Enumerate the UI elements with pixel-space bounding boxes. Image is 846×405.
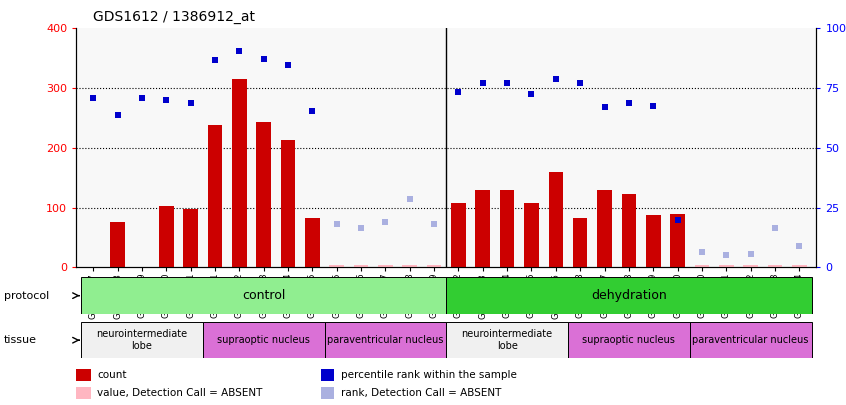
- Bar: [548, 172, 563, 267]
- Bar: [426, 265, 442, 267]
- Text: supraoptic nucleus: supraoptic nucleus: [582, 335, 675, 345]
- Bar: [184, 209, 198, 267]
- Text: tissue: tissue: [4, 335, 37, 345]
- Text: neurointermediate
lobe: neurointermediate lobe: [96, 329, 188, 351]
- Bar: [159, 206, 173, 267]
- Bar: [447, 322, 568, 358]
- Bar: [622, 194, 636, 267]
- Bar: [256, 122, 271, 267]
- Text: count: count: [97, 370, 127, 379]
- Bar: [695, 265, 709, 267]
- Bar: [207, 125, 222, 267]
- Text: percentile rank within the sample: percentile rank within the sample: [341, 370, 517, 379]
- Bar: [767, 265, 783, 267]
- Bar: [329, 265, 344, 267]
- Text: control: control: [242, 289, 285, 302]
- Bar: [744, 265, 758, 267]
- Bar: [568, 322, 689, 358]
- Text: supraoptic nucleus: supraoptic nucleus: [217, 335, 310, 345]
- Bar: [403, 265, 417, 267]
- Text: GDS1612 / 1386912_at: GDS1612 / 1386912_at: [93, 10, 255, 24]
- Bar: [281, 140, 295, 267]
- Text: paraventricular nucleus: paraventricular nucleus: [327, 335, 443, 345]
- Bar: [81, 277, 447, 314]
- Bar: [719, 265, 733, 267]
- Bar: [325, 322, 447, 358]
- Bar: [792, 265, 806, 267]
- Bar: [81, 322, 203, 358]
- Bar: [354, 265, 368, 267]
- Bar: [451, 203, 466, 267]
- Bar: [500, 190, 514, 267]
- Bar: [646, 215, 661, 267]
- Bar: [475, 190, 490, 267]
- Bar: [689, 322, 811, 358]
- Bar: [573, 218, 587, 267]
- Bar: [232, 79, 246, 267]
- Text: value, Detection Call = ABSENT: value, Detection Call = ABSENT: [97, 388, 262, 398]
- Bar: [305, 218, 320, 267]
- Bar: [525, 203, 539, 267]
- Bar: [597, 190, 612, 267]
- Bar: [378, 265, 393, 267]
- Text: neurointermediate
lobe: neurointermediate lobe: [462, 329, 552, 351]
- Bar: [447, 277, 811, 314]
- Text: paraventricular nucleus: paraventricular nucleus: [693, 335, 809, 345]
- Text: protocol: protocol: [4, 291, 49, 301]
- Text: rank, Detection Call = ABSENT: rank, Detection Call = ABSENT: [341, 388, 502, 398]
- Text: dehydration: dehydration: [591, 289, 667, 302]
- Bar: [670, 213, 685, 267]
- Bar: [110, 222, 125, 267]
- Bar: [203, 322, 325, 358]
